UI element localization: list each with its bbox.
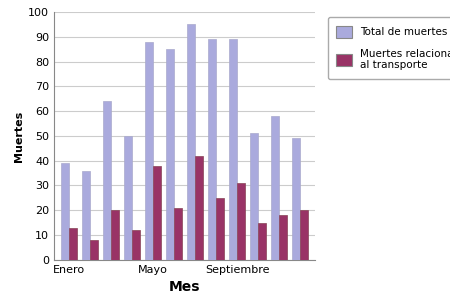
- Bar: [174, 208, 182, 260]
- Bar: [111, 210, 119, 260]
- Bar: [216, 198, 224, 260]
- Bar: [69, 227, 77, 260]
- Bar: [166, 49, 174, 260]
- Bar: [300, 210, 308, 260]
- Bar: [132, 230, 140, 260]
- Bar: [61, 163, 69, 260]
- Bar: [258, 223, 266, 260]
- Y-axis label: Muertes: Muertes: [14, 110, 24, 162]
- Bar: [237, 183, 245, 260]
- Bar: [292, 138, 300, 260]
- Bar: [195, 156, 203, 260]
- Bar: [250, 133, 258, 260]
- Bar: [279, 215, 287, 260]
- Bar: [124, 136, 132, 260]
- Bar: [103, 101, 111, 260]
- Bar: [82, 171, 90, 260]
- Bar: [187, 24, 195, 260]
- Bar: [153, 165, 161, 260]
- Bar: [208, 39, 216, 260]
- Bar: [145, 42, 153, 260]
- X-axis label: Mes: Mes: [169, 280, 200, 294]
- Legend: Total de muertes, Muertes relacionadas
al transporte: Total de muertes, Muertes relacionadas a…: [328, 17, 450, 79]
- Bar: [90, 240, 98, 260]
- Bar: [271, 116, 279, 260]
- Bar: [229, 39, 237, 260]
